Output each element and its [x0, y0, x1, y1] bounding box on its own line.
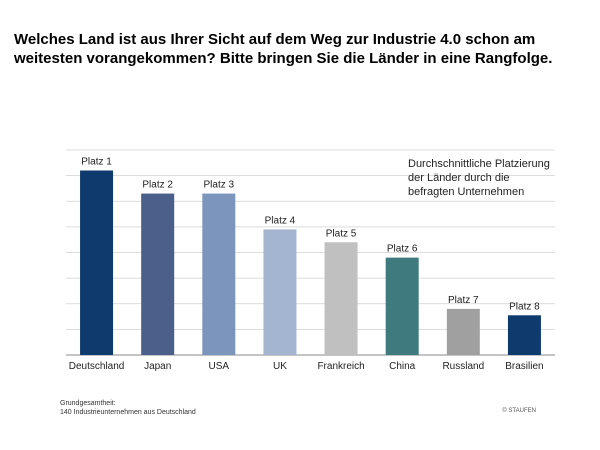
- bar-russland: [446, 308, 480, 355]
- copyright-text: © STAUFEN: [502, 408, 536, 414]
- data-label: Platz 7: [448, 295, 479, 306]
- data-label: Platz 2: [142, 180, 173, 191]
- bar-usa: [202, 193, 236, 355]
- x-tick-label: Deutschland: [69, 361, 125, 372]
- data-label: Platz 4: [265, 215, 296, 226]
- x-tick-label: Japan: [144, 361, 171, 372]
- bar-brasilien: [507, 315, 541, 355]
- data-label: Platz 1: [81, 157, 112, 168]
- chart-annotation: Durchschnittliche Platzierung der Länder…: [408, 158, 550, 198]
- x-tick-label: UK: [273, 361, 287, 372]
- data-label: Platz 8: [509, 301, 540, 312]
- x-tick-label: Russland: [442, 361, 484, 372]
- data-label: Platz 5: [326, 228, 357, 239]
- x-tick-label: USA: [209, 361, 230, 372]
- x-tick-label: Brasilien: [505, 361, 543, 372]
- footer-line-2: 140 Industrieunternehmen aus Deutschland: [60, 409, 196, 416]
- bar-frankreich: [324, 242, 358, 355]
- bar-uk: [263, 229, 297, 355]
- footer-line-1: Grundgesamtheit:: [60, 400, 116, 407]
- bar-deutschland: [80, 170, 114, 355]
- x-tick-label: Frankreich: [317, 361, 364, 372]
- bar-japan: [141, 193, 175, 355]
- data-label: Platz 3: [204, 180, 235, 191]
- data-label: Platz 6: [387, 244, 418, 255]
- bar-china: [385, 257, 419, 355]
- chart-title: Welches Land ist aus Ihrer Sicht auf dem…: [14, 31, 553, 67]
- footer-source: Grundgesamtheit: 140 Industrieunternehme…: [60, 399, 196, 417]
- x-tick-label: China: [389, 361, 416, 372]
